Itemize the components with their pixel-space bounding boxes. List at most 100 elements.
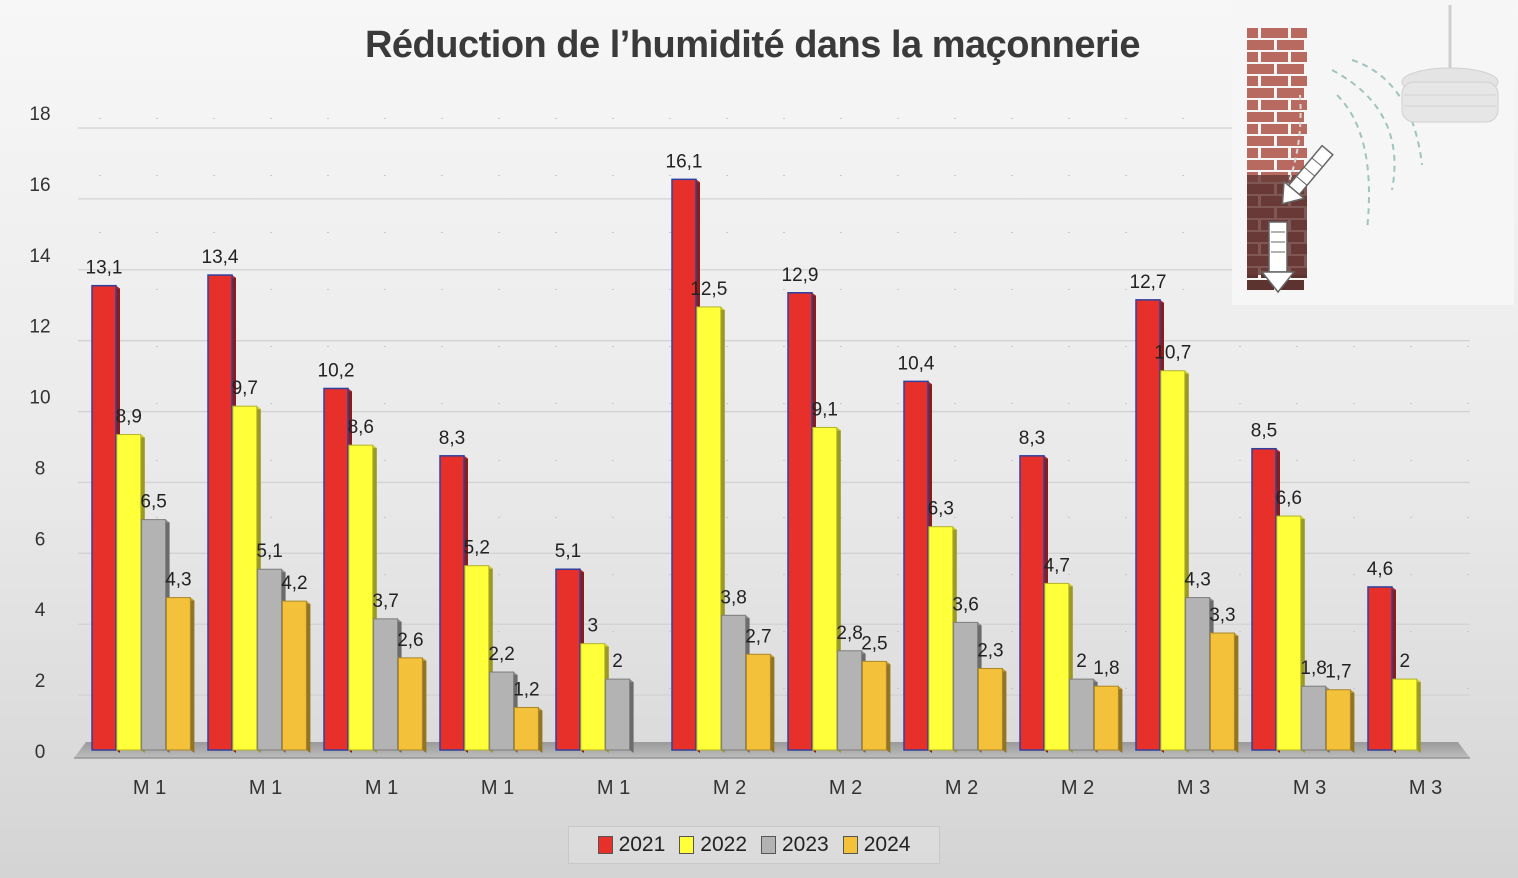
bar-front	[671, 178, 697, 751]
brick	[1277, 112, 1304, 122]
data-label: 9,1	[812, 399, 838, 420]
bar-2021-3	[323, 387, 352, 753]
data-label: 2,7	[745, 626, 771, 647]
brick	[1291, 28, 1307, 38]
bar-front	[373, 618, 399, 751]
bar-2023-7	[837, 650, 866, 753]
data-label: 8,9	[116, 407, 142, 428]
legend-label: 2022	[700, 833, 747, 856]
bar-front	[696, 306, 722, 751]
legend-label: 2023	[782, 833, 829, 856]
bar-front	[903, 380, 929, 751]
bar-2024-8	[977, 667, 1007, 753]
bar-front	[928, 526, 954, 751]
brick	[1247, 124, 1258, 134]
bar-front	[116, 434, 142, 751]
bar-front	[953, 621, 979, 751]
bar-2024-6	[745, 653, 775, 753]
data-label: 2	[612, 651, 623, 672]
x-tick-label: M 3	[1293, 777, 1326, 799]
bar-2022-10	[1160, 370, 1189, 753]
brick	[1277, 64, 1304, 74]
data-label: 16,1	[666, 151, 703, 172]
bar-side	[770, 654, 775, 753]
bar-front	[91, 284, 117, 751]
bar-2024-3	[397, 657, 427, 753]
bar-front	[977, 667, 1003, 751]
data-label: 8,5	[1251, 421, 1277, 442]
data-label: 2,5	[861, 633, 887, 654]
bar-front	[1160, 370, 1186, 751]
data-label: 2	[1076, 651, 1087, 672]
brick	[1261, 124, 1288, 134]
data-label: 6,6	[1276, 488, 1302, 509]
bar-2021-6	[671, 178, 700, 753]
bar-2021-12	[1367, 586, 1396, 753]
bar-front	[257, 568, 283, 751]
y-tick-label: 8	[35, 458, 46, 479]
data-label: 10,7	[1154, 343, 1191, 364]
bar-front	[605, 678, 631, 751]
brick	[1247, 76, 1258, 86]
bar-2024-7	[861, 660, 891, 753]
down-arrow-icon	[1260, 221, 1296, 294]
y-tick-label: 16	[29, 175, 50, 196]
brick	[1247, 64, 1274, 74]
bar-front	[1325, 689, 1351, 751]
y-tick-label: 18	[29, 104, 50, 125]
data-label: 4,7	[1044, 555, 1070, 576]
bar-2022-3	[348, 444, 377, 753]
y-tick-label: 2	[35, 671, 46, 692]
data-label: 1,8	[1300, 658, 1326, 679]
bar-front	[1251, 447, 1277, 751]
bar-front	[207, 274, 233, 751]
bar-2021-2	[207, 274, 236, 753]
data-label: 12,9	[782, 265, 819, 286]
bar-2022-5	[580, 643, 609, 753]
brick	[1261, 52, 1288, 62]
data-label: 1,8	[1093, 658, 1119, 679]
data-label: 12,5	[690, 279, 727, 300]
x-tick-label: M 3	[1177, 777, 1210, 799]
bar-2022-2	[232, 405, 261, 753]
data-label: 9,7	[232, 378, 258, 399]
brick	[1247, 88, 1274, 98]
bar-side	[190, 597, 195, 753]
x-tick-label: M 3	[1409, 777, 1442, 799]
bar-front	[1185, 597, 1211, 751]
bar-front	[141, 519, 167, 751]
x-tick-label: M 2	[945, 777, 978, 799]
bar-front	[1276, 515, 1302, 751]
brick	[1277, 88, 1304, 98]
data-label: 8,3	[439, 428, 465, 449]
data-label: 13,1	[86, 258, 123, 279]
legend-label: 2021	[618, 833, 666, 856]
bar-2021-10	[1135, 299, 1164, 753]
bar-front	[1069, 678, 1095, 751]
bar-front	[837, 650, 863, 751]
bar-2022-11	[1276, 515, 1305, 753]
bar-side	[306, 601, 311, 753]
data-label: 10,4	[898, 353, 935, 374]
bar-front	[281, 600, 307, 751]
bar-2022-12	[1392, 678, 1421, 753]
bar-front	[787, 292, 813, 751]
bar-side	[422, 657, 427, 753]
brick	[1247, 100, 1258, 110]
data-label: 4,2	[281, 573, 307, 594]
bar-front	[721, 614, 747, 751]
legend-item-2022: 2022	[679, 833, 747, 857]
data-label: 3,6	[952, 594, 978, 615]
bar-front	[464, 565, 490, 751]
brick	[1277, 160, 1304, 170]
x-tick-label: M 1	[481, 777, 514, 799]
bar-front	[513, 706, 539, 751]
bar-side	[538, 707, 543, 753]
brick-wall-icon	[1247, 5, 1499, 294]
bar-front	[165, 597, 191, 751]
x-tick-label: M 2	[713, 777, 746, 799]
bar-2024-4	[513, 706, 543, 753]
data-label: 8,3	[1019, 428, 1045, 449]
data-label: 4,3	[1184, 570, 1210, 591]
